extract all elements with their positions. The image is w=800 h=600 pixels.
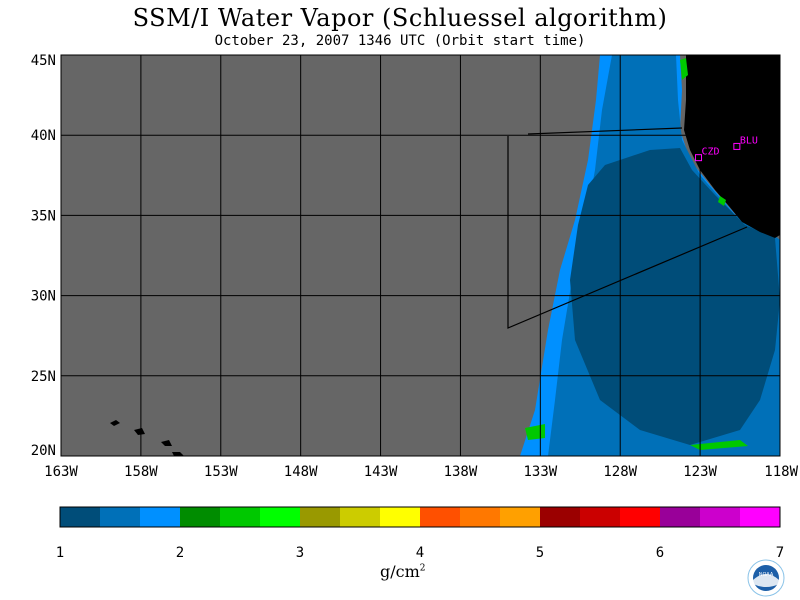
- colorbar-tick-label: 3: [296, 545, 304, 561]
- colorbar-swatch: [500, 507, 541, 527]
- lon-tick-label: 138W: [444, 464, 478, 480]
- colorbar-swatch: [300, 507, 341, 527]
- colorbar-swatch: [100, 507, 141, 527]
- island-maui: [161, 440, 172, 446]
- chart-subtitle: October 23, 2007 1346 UTC (Orbit start t…: [214, 33, 586, 49]
- lon-tick-label: 148W: [284, 464, 318, 480]
- map-frame: [60, 54, 781, 457]
- lat-tick-label: 30N: [31, 289, 56, 305]
- colorbar-swatch: [460, 507, 501, 527]
- colorbar-swatch: [220, 507, 261, 527]
- colorbar-swatch: [140, 507, 181, 527]
- lat-tick-label: 35N: [31, 208, 56, 224]
- colorbar-swatch: [660, 507, 701, 527]
- lat-tick-label: 20N: [31, 443, 56, 459]
- lon-tick-label: 143W: [364, 464, 398, 480]
- colorbar-unit: g/cm2: [380, 562, 426, 581]
- lat-tick-label: 25N: [31, 369, 56, 385]
- colorbar-swatch: [380, 507, 421, 527]
- chart-title: SSM/I Water Vapor (Schluessel algorithm): [132, 4, 668, 32]
- lon-tick-label: 118W: [764, 464, 798, 480]
- land-mass: [684, 55, 780, 238]
- colorbar-tick-label: 2: [176, 545, 184, 561]
- lat-tick-label: 45N: [31, 53, 56, 69]
- colorbar-swatch: [60, 507, 101, 527]
- station-label: BLU: [740, 135, 758, 146]
- colorbar-swatch: [540, 507, 581, 527]
- island-hawaii: [172, 452, 184, 456]
- lon-tick-label: 123W: [683, 464, 717, 480]
- colorbar-swatch: [620, 507, 661, 527]
- noaa-esrl-psd-logo: NOAA: [733, 550, 799, 600]
- colorbar-frame: [59, 506, 781, 528]
- lon-tick-label: 133W: [523, 464, 557, 480]
- lon-tick-label: 153W: [204, 464, 238, 480]
- island-oahu: [134, 428, 145, 435]
- vapor-swath-dark: [570, 148, 780, 445]
- lon-tick-label: 158W: [124, 464, 158, 480]
- colorbar-tick-label: 6: [656, 545, 664, 561]
- colorbar-swatch: [180, 507, 221, 527]
- svg-text:NOAA: NOAA: [759, 572, 774, 578]
- colorbar-swatch: [340, 507, 381, 527]
- colorbar-swatch: [420, 507, 461, 527]
- lat-tick-label: 40N: [31, 128, 56, 144]
- station-marker: [733, 142, 741, 150]
- colorbar: [59, 506, 781, 528]
- vapor-swath-green-south: [525, 424, 748, 450]
- coastal-green: [680, 58, 726, 206]
- colorbar-swatch: [740, 507, 781, 527]
- colorbar-tick-label: 7: [776, 545, 784, 561]
- colorbar-tick-label: 1: [56, 545, 64, 561]
- station-label: CZD: [702, 147, 720, 158]
- station-marker: [695, 154, 703, 162]
- lon-tick-label: 128W: [603, 464, 637, 480]
- colorbar-swatch: [580, 507, 621, 527]
- track-line: [527, 127, 683, 135]
- colorbar-tick-label: 5: [536, 545, 544, 561]
- colorbar-swatch: [260, 507, 301, 527]
- colorbar-swatch: [700, 507, 741, 527]
- colorbar-tick-label: 4: [416, 545, 424, 561]
- lon-tick-label: 163W: [44, 464, 78, 480]
- island-kauai: [110, 420, 120, 426]
- track-line: [507, 136, 748, 329]
